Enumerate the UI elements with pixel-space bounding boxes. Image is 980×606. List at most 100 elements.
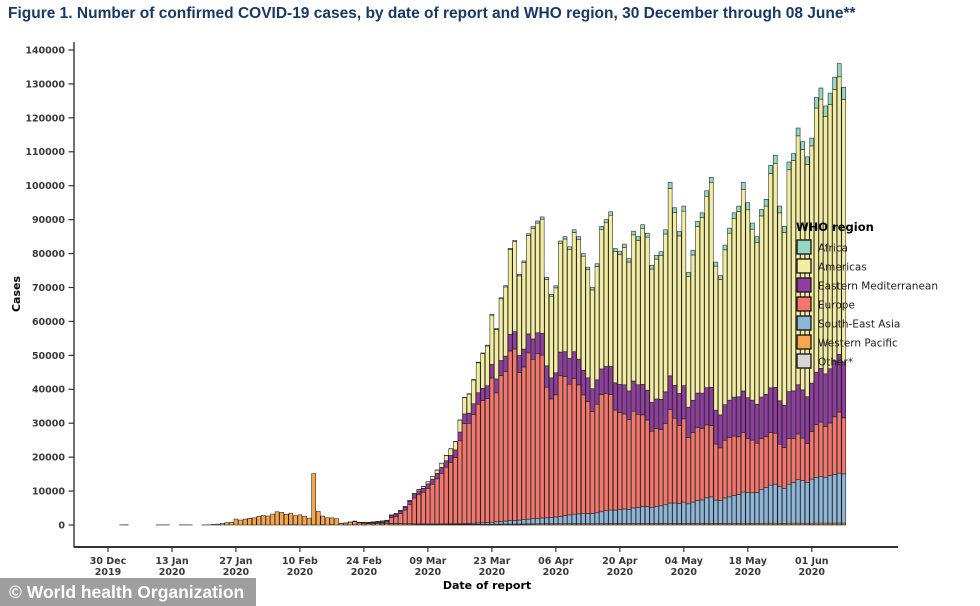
bar-segment [320, 515, 326, 526]
bar-segment [617, 509, 623, 524]
bar-segment [809, 137, 815, 147]
bar-segment [306, 517, 312, 526]
bar-segment [695, 221, 700, 227]
bar-segment [210, 524, 216, 526]
bar-segment [421, 492, 426, 525]
bar-segment [608, 211, 613, 216]
bar-segment [539, 216, 545, 220]
bar-segment [663, 229, 668, 235]
bar-segment [676, 235, 682, 394]
x-tick-label: 18 May [729, 556, 768, 567]
bar-segment [567, 249, 572, 359]
bar-segment [731, 396, 737, 437]
bar-segment [581, 394, 586, 514]
bar-segment [745, 492, 751, 524]
bar-segment [841, 473, 847, 524]
bar-segment [457, 440, 463, 524]
bar-segment [567, 514, 572, 524]
bar-segment [777, 205, 783, 214]
bar-segment [544, 279, 549, 367]
bar-segment [622, 384, 627, 415]
bar-segment [439, 467, 444, 474]
bar-segment [498, 297, 504, 300]
bar-segment [791, 482, 796, 524]
x-tick-year-label: 2020 [415, 567, 442, 578]
bar-segment [270, 513, 275, 526]
bar-segment [612, 509, 618, 524]
bar-segment [507, 248, 513, 250]
bar-segment [558, 242, 563, 353]
bar-segment [832, 416, 837, 475]
bar-segment [526, 233, 531, 236]
bar-segment [549, 295, 554, 379]
bar-segment [777, 486, 783, 524]
y-tick-label: 80000 [32, 249, 65, 260]
legend-swatch [796, 277, 812, 293]
bar-segment [507, 520, 513, 525]
bar-segment [480, 353, 486, 389]
bar-segment [818, 87, 824, 100]
bar-segment [544, 277, 549, 280]
bar-segment [736, 494, 741, 524]
legend-label: Americas [818, 262, 867, 274]
bar-segment [754, 442, 760, 493]
bar-segment [521, 366, 527, 520]
bar-segment [453, 441, 458, 451]
bar-segment [585, 401, 591, 514]
bar-segment [818, 368, 824, 423]
bar-segment [667, 188, 673, 377]
bar-segment [772, 154, 778, 164]
bar-segment [818, 421, 824, 477]
y-tick-label: 110000 [25, 147, 65, 158]
bar-segment [718, 447, 723, 501]
bar-segment [562, 351, 568, 377]
bar-segment [708, 182, 714, 388]
bar-segment [558, 351, 563, 377]
bar-segment [640, 228, 645, 385]
bar-segment [626, 258, 632, 263]
bar-segment [695, 392, 700, 428]
bar-segment [576, 384, 581, 515]
bar-segment [672, 502, 677, 524]
bar-segment [759, 438, 764, 490]
bar-segment [526, 518, 531, 525]
x-axis-title: Date of report [443, 579, 531, 592]
bar-segment [329, 517, 335, 525]
bar-segment [795, 433, 801, 481]
bar-segment [827, 475, 833, 524]
bar-segment [626, 261, 632, 392]
bar-segment [512, 348, 518, 521]
bar-segment [800, 480, 805, 524]
bar-segment [544, 386, 549, 519]
bar-segment [590, 411, 595, 514]
bar-segment [315, 511, 321, 526]
bar-segment [558, 516, 563, 524]
x-tick-label: 20 Apr [602, 556, 638, 567]
bar-segment [462, 413, 467, 424]
bar-segment [644, 506, 650, 524]
bar-segment [430, 483, 435, 525]
bar-segment [485, 385, 490, 399]
bar-segment [654, 258, 659, 400]
bar-segment [594, 266, 600, 381]
bar-segment [594, 512, 600, 524]
bar-segment [800, 389, 805, 439]
bar-segment [704, 195, 709, 388]
bar-segment [571, 232, 577, 352]
bar-segment [731, 218, 737, 398]
bar-segment [690, 249, 696, 256]
bar-segment [740, 432, 746, 493]
figure-title: Figure 1. Number of confirmed COVID-19 c… [8, 5, 856, 22]
bar-segment [713, 409, 719, 445]
bar-segment [283, 514, 289, 526]
bar-segment [658, 251, 664, 256]
bar-segment [530, 226, 536, 229]
bar-segment [782, 232, 787, 406]
bar-segment [612, 251, 618, 384]
bar-segment [699, 428, 705, 501]
bar-segment [242, 518, 248, 526]
bar-segment [393, 513, 399, 517]
legend-label: Other* [818, 357, 853, 369]
bar-segment [631, 410, 636, 509]
bar-segment [229, 522, 234, 526]
